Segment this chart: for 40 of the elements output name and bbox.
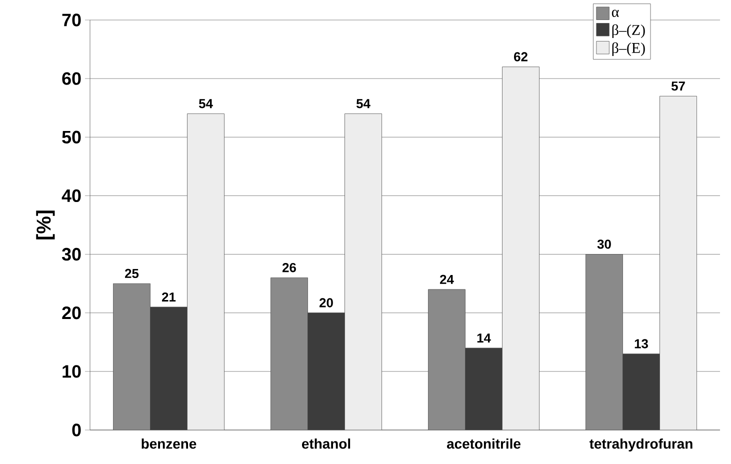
bar bbox=[428, 289, 466, 430]
data-label: 62 bbox=[514, 52, 528, 62]
data-label: 24 bbox=[440, 274, 454, 284]
legend-label: α bbox=[612, 10, 619, 17]
y-tick-label: 40 bbox=[62, 189, 81, 202]
data-label: 14 bbox=[477, 334, 491, 342]
data-label: 25 bbox=[124, 268, 139, 278]
x-tick-label: ethanol bbox=[302, 438, 350, 449]
bar bbox=[344, 114, 382, 430]
legend-label: β–(Z) bbox=[612, 24, 645, 38]
bar bbox=[187, 114, 224, 430]
data-label: 26 bbox=[282, 263, 296, 272]
data-label: 20 bbox=[320, 298, 333, 308]
y-tick-label: 70 bbox=[62, 14, 81, 26]
bar bbox=[660, 96, 697, 430]
y-tick-label: 10 bbox=[62, 365, 81, 378]
data-label: 13 bbox=[634, 339, 648, 348]
y-axis-title: [%] bbox=[36, 210, 55, 240]
y-tick-label: 50 bbox=[62, 130, 81, 144]
bar bbox=[465, 348, 502, 430]
data-label: 54 bbox=[356, 99, 370, 108]
y-tick-label: 60 bbox=[62, 72, 81, 85]
data-label: 54 bbox=[198, 99, 213, 108]
bar bbox=[270, 278, 308, 430]
x-tick-label: tetrahydrofuran bbox=[590, 438, 692, 452]
y-tick-label: 20 bbox=[62, 306, 81, 320]
data-label: 30 bbox=[597, 240, 611, 249]
x-tick-label: acetonitrile bbox=[446, 438, 520, 449]
legend-label: β–(E) bbox=[612, 42, 645, 56]
data-label: 21 bbox=[162, 292, 176, 302]
bar bbox=[113, 284, 150, 430]
bar bbox=[502, 66, 540, 430]
bar bbox=[150, 307, 188, 430]
bar bbox=[308, 312, 345, 430]
bar bbox=[586, 254, 623, 430]
y-tick-label: 30 bbox=[62, 248, 81, 261]
data-label: 57 bbox=[671, 82, 685, 91]
y-tick-label: 0 bbox=[72, 424, 81, 436]
x-tick-label: benzene bbox=[142, 438, 196, 449]
bar bbox=[622, 354, 660, 430]
